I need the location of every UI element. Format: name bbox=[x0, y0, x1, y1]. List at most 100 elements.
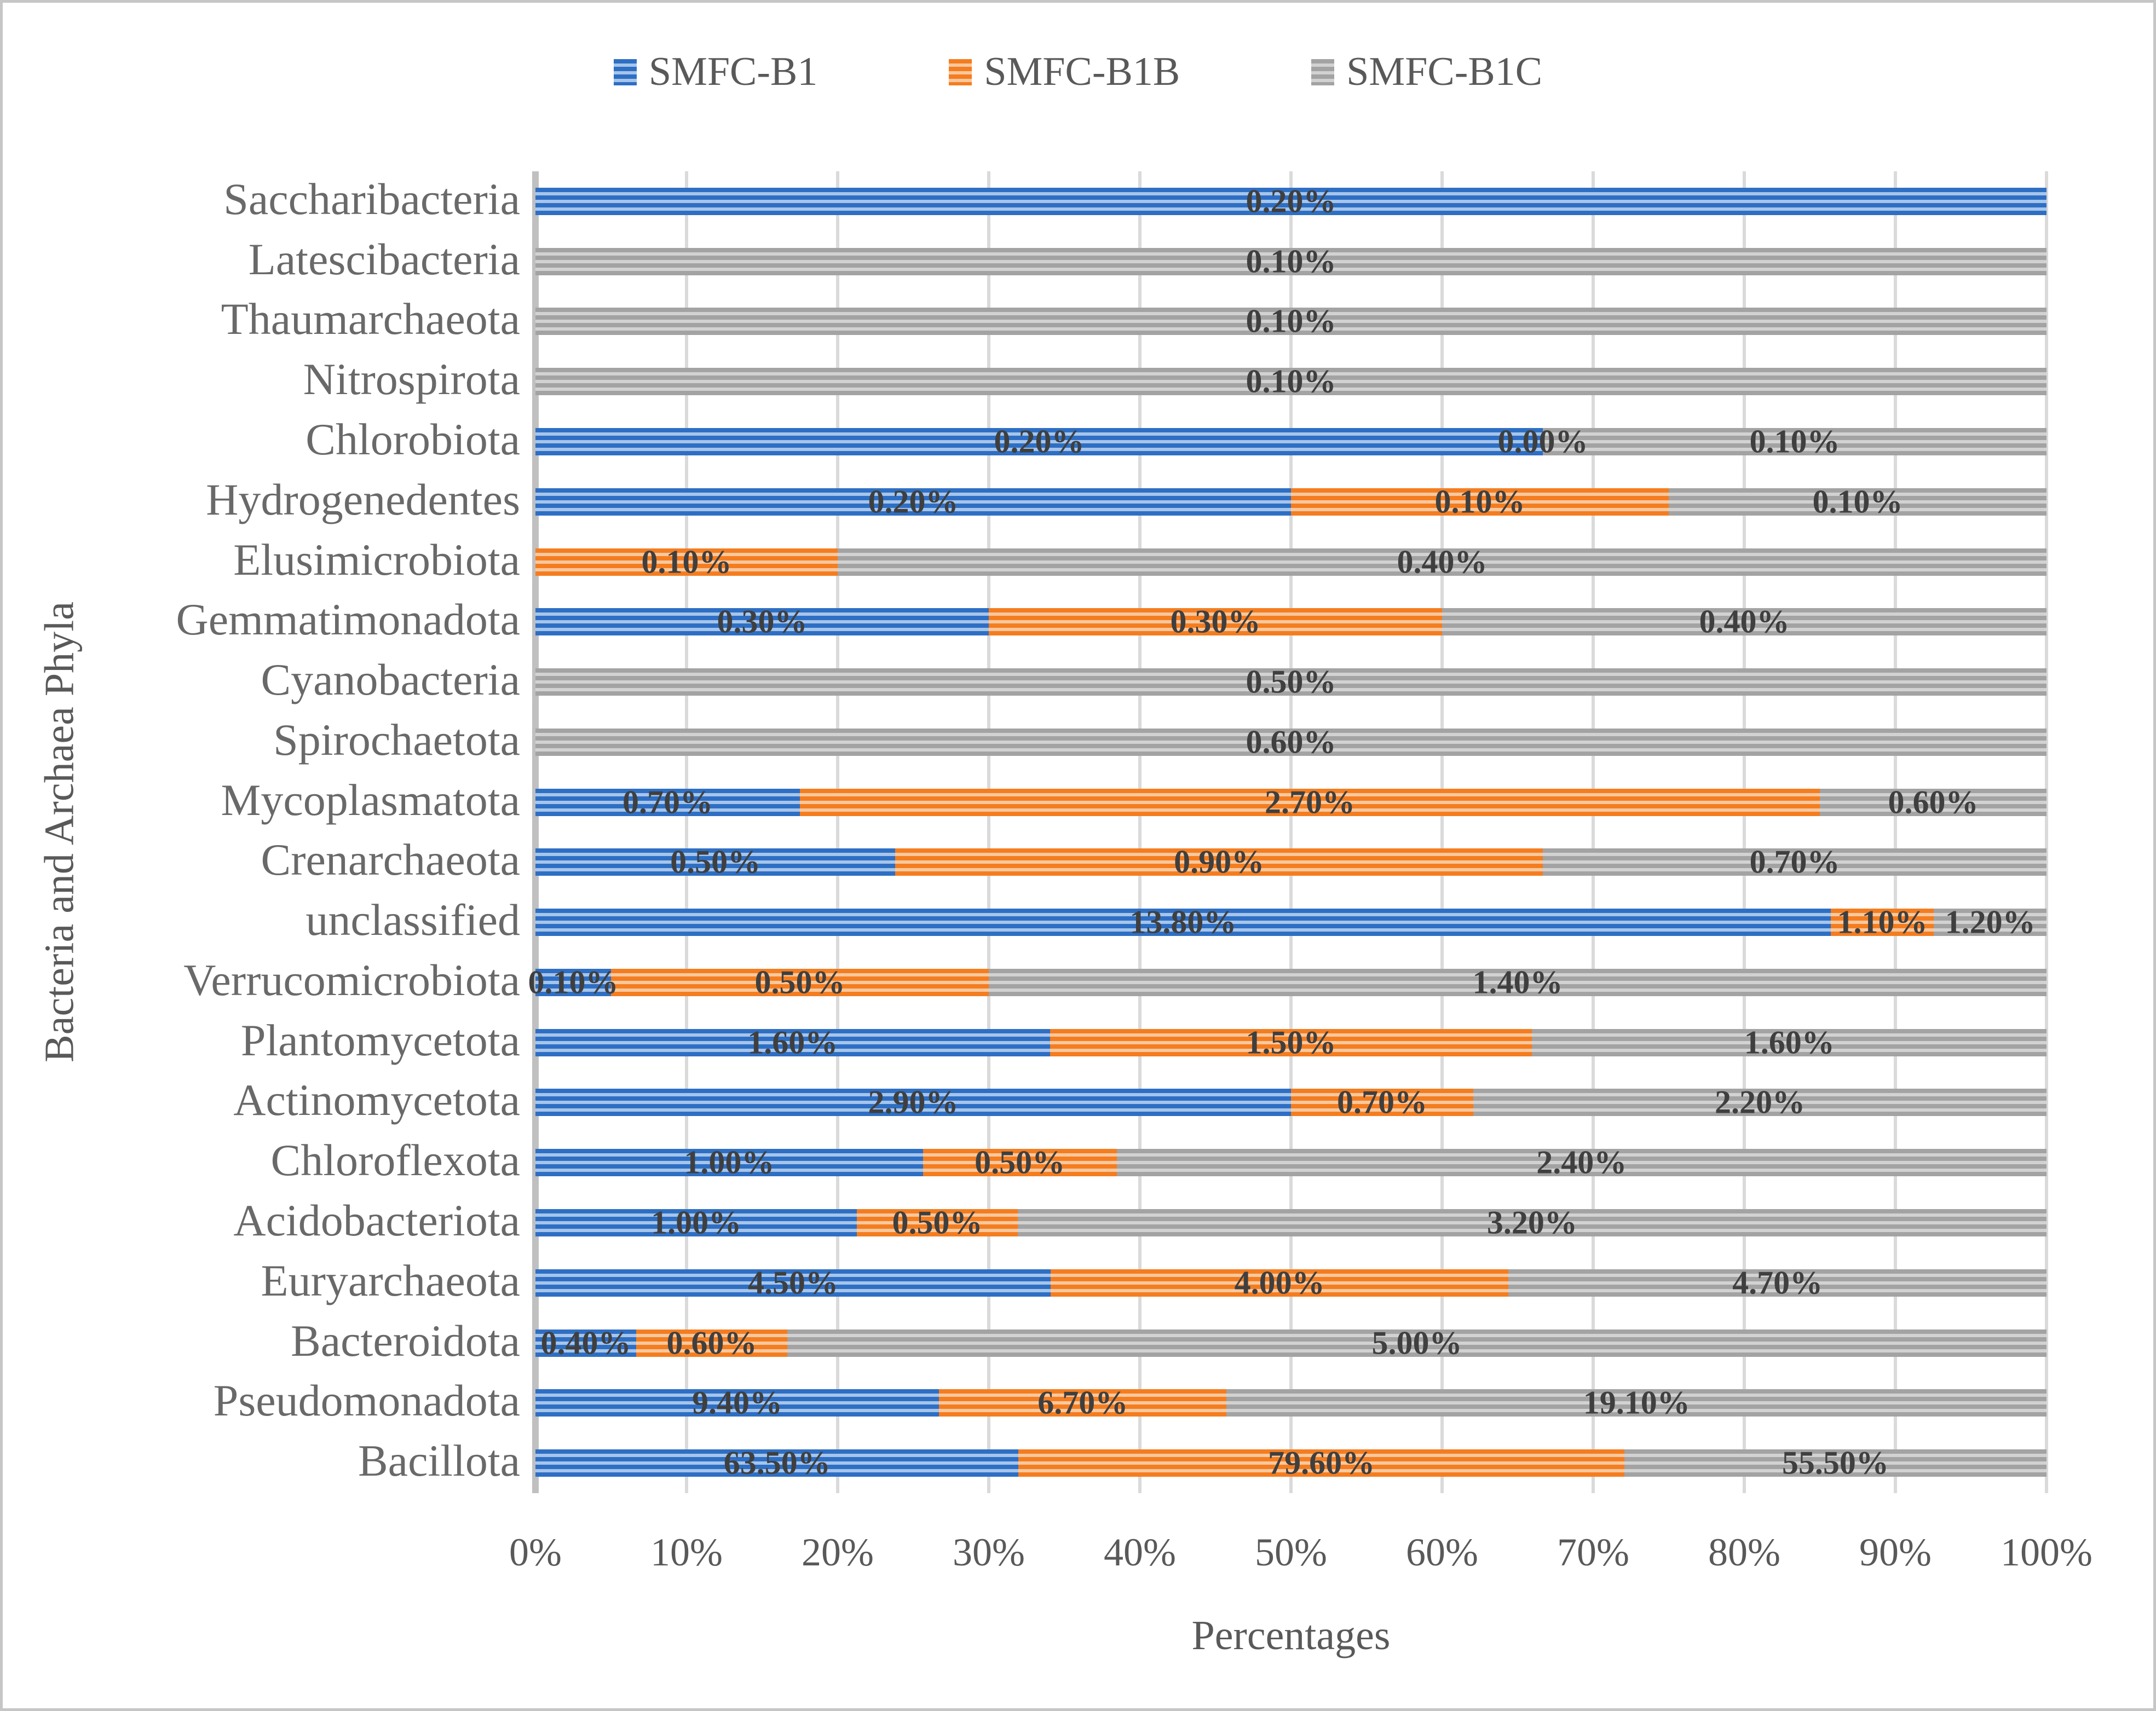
gridline bbox=[987, 171, 990, 1493]
legend-swatch-smfc-b1-icon bbox=[613, 59, 637, 85]
bar-segment bbox=[1050, 1269, 1509, 1297]
value-label: 0.50% bbox=[1246, 663, 1336, 700]
value-label: 0.70% bbox=[1749, 843, 1840, 880]
value-label: 0.70% bbox=[1337, 1084, 1428, 1120]
value-label: 0.50% bbox=[754, 964, 845, 1001]
x-tick-label: 30% bbox=[953, 1530, 1025, 1574]
value-label: 79.60% bbox=[1268, 1444, 1375, 1481]
bar-segment bbox=[838, 548, 2047, 576]
category-label: Bacillota bbox=[358, 1436, 520, 1486]
category-label: Verrucomicrobiota bbox=[183, 955, 520, 1005]
value-label: 0.20% bbox=[1246, 183, 1336, 219]
value-label: 4.50% bbox=[747, 1264, 838, 1301]
category-label: Crenarchaeota bbox=[261, 835, 520, 885]
bar-segment bbox=[535, 548, 838, 576]
value-label: 0.90% bbox=[1174, 843, 1265, 880]
value-label: 0.10% bbox=[1246, 243, 1336, 280]
bar-segment bbox=[1226, 1389, 2047, 1417]
value-label: 1.40% bbox=[1472, 964, 1563, 1001]
x-tick-label: 50% bbox=[1255, 1530, 1327, 1574]
category-label: Mycoplasmatota bbox=[221, 774, 520, 825]
bar-segment bbox=[923, 1149, 1117, 1177]
bar-segment bbox=[1830, 909, 1934, 937]
bar-segment bbox=[1532, 1028, 2047, 1056]
value-label: 0.10% bbox=[1434, 483, 1525, 520]
legend-label-smfc-b1b: SMFC-B1B bbox=[984, 49, 1180, 94]
value-label: 0.10% bbox=[641, 544, 732, 580]
gridline bbox=[1440, 171, 1444, 1493]
bar-segment bbox=[535, 1149, 923, 1177]
value-label: 0.40% bbox=[1699, 603, 1790, 640]
legend-label-smfc-b1c: SMFC-B1C bbox=[1346, 49, 1543, 94]
bar-segment bbox=[1050, 1028, 1532, 1056]
legend-item-smfc-b1: SMFC-B1 bbox=[613, 49, 818, 95]
bar-segment bbox=[1669, 488, 2047, 516]
value-label: 0.40% bbox=[1397, 544, 1488, 580]
category-label: Saccharibacteria bbox=[223, 174, 520, 224]
bar-segment bbox=[1820, 788, 2047, 816]
value-label: 1.60% bbox=[747, 1024, 838, 1061]
bar-segment bbox=[1508, 1269, 2047, 1297]
value-label: 2.90% bbox=[868, 1084, 959, 1120]
bar-segment bbox=[535, 1089, 1291, 1117]
value-label: 0.00% bbox=[1497, 423, 1588, 460]
legend-label-smfc-b1: SMFC-B1 bbox=[648, 49, 818, 94]
category-label: unclassified bbox=[305, 895, 520, 945]
gridline bbox=[685, 171, 688, 1493]
gridline bbox=[1289, 171, 1293, 1493]
bar-segment bbox=[535, 608, 989, 636]
bar-segment bbox=[535, 728, 2047, 756]
value-label: 0.30% bbox=[717, 603, 808, 640]
bar-segment bbox=[535, 1269, 1051, 1297]
gridline bbox=[1743, 171, 1746, 1493]
gridline bbox=[2045, 171, 2048, 1493]
bar-segment bbox=[535, 788, 800, 816]
value-label: 0.50% bbox=[975, 1144, 1065, 1181]
bar-segment bbox=[535, 187, 2047, 215]
value-label: 0.60% bbox=[1888, 784, 1979, 820]
value-label: 0.10% bbox=[1749, 423, 1840, 460]
bar-segment bbox=[535, 1449, 1019, 1477]
bar-segment bbox=[895, 848, 1543, 876]
category-label: Nitrospirota bbox=[303, 354, 520, 404]
gridline bbox=[1894, 171, 1897, 1493]
gridline bbox=[1138, 171, 1142, 1493]
category-label: Plantomycetota bbox=[240, 1015, 520, 1065]
bar-segment bbox=[535, 308, 2047, 336]
legend-item-smfc-b1b: SMFC-B1B bbox=[949, 49, 1180, 95]
bar-segment bbox=[989, 608, 1442, 636]
category-label: Pseudomonadota bbox=[213, 1375, 520, 1426]
bar-segment bbox=[1116, 1149, 2047, 1177]
bar-segment bbox=[535, 968, 611, 996]
value-label: 13.80% bbox=[1129, 904, 1237, 940]
value-label: 1.00% bbox=[684, 1144, 775, 1181]
x-tick-label: 40% bbox=[1104, 1530, 1176, 1574]
value-label: 5.00% bbox=[1371, 1325, 1462, 1361]
value-label: 0.50% bbox=[892, 1204, 983, 1241]
value-label: 1.50% bbox=[1246, 1024, 1336, 1061]
value-label: 0.20% bbox=[868, 483, 959, 520]
bar-segment bbox=[800, 788, 1820, 816]
x-tick-label: 20% bbox=[802, 1530, 874, 1574]
value-label: 0.10% bbox=[1246, 303, 1336, 339]
value-label: 0.10% bbox=[1812, 483, 1903, 520]
gridline bbox=[836, 171, 839, 1493]
legend-item-smfc-b1c: SMFC-B1C bbox=[1311, 49, 1542, 95]
category-label: Chlorobiota bbox=[305, 414, 520, 465]
value-label: 1.10% bbox=[1837, 904, 1928, 940]
bar-segment bbox=[535, 247, 2047, 275]
value-label: 4.70% bbox=[1732, 1264, 1823, 1301]
value-label: 1.20% bbox=[1945, 904, 2036, 940]
legend: SMFC-B1 SMFC-B1B SMFC-B1C bbox=[3, 49, 2153, 95]
bar-segment bbox=[535, 848, 896, 876]
bar-segment bbox=[1473, 1089, 2047, 1117]
bar-segment bbox=[636, 1329, 787, 1357]
value-label: 63.50% bbox=[723, 1444, 831, 1481]
x-axis-title: Percentages bbox=[1191, 1612, 1391, 1658]
bar-segment bbox=[1017, 1209, 2047, 1237]
bar-segment bbox=[535, 1028, 1050, 1056]
category-label: Gemmatimonadota bbox=[176, 594, 521, 645]
value-label: 4.00% bbox=[1234, 1264, 1325, 1301]
x-tick-label: 0% bbox=[509, 1530, 562, 1574]
